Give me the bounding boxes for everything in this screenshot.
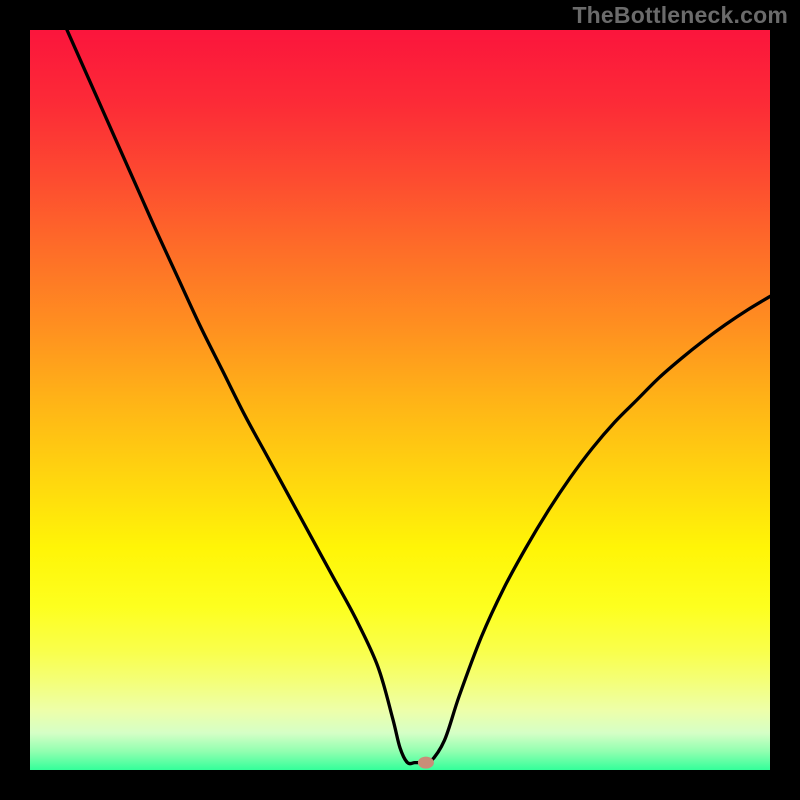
bottleneck-chart bbox=[30, 30, 770, 770]
watermark-text: TheBottleneck.com bbox=[572, 2, 788, 29]
plot-background bbox=[30, 30, 770, 770]
optimal-marker bbox=[418, 757, 434, 769]
